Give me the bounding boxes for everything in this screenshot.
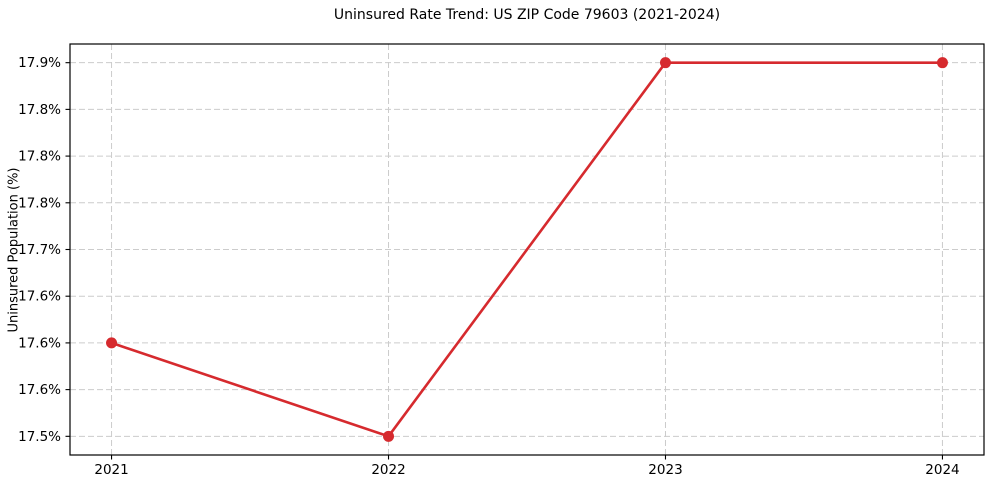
y-tick-label: 17.6% xyxy=(18,335,61,351)
y-tick-label: 17.7% xyxy=(18,242,61,258)
y-tick-label: 17.8% xyxy=(18,195,61,211)
x-tick-label: 2024 xyxy=(925,462,959,478)
y-tick-label: 17.8% xyxy=(18,102,61,118)
data-point-marker xyxy=(936,57,948,69)
y-tick-label: 17.6% xyxy=(18,289,61,305)
chart-title: Uninsured Rate Trend: US ZIP Code 79603 … xyxy=(333,7,721,23)
y-tick-label: 17.9% xyxy=(18,55,61,71)
y-tick-label: 17.6% xyxy=(18,382,61,398)
x-tick-label: 2023 xyxy=(648,462,682,478)
data-point-marker xyxy=(383,430,395,442)
x-tick-label: 2021 xyxy=(94,462,128,478)
trend-line xyxy=(110,61,944,438)
y-tick-label: 17.5% xyxy=(18,429,61,445)
x-tick-label: 2022 xyxy=(371,462,405,478)
y-tick-label: 17.8% xyxy=(18,149,61,165)
data-point-marker xyxy=(106,337,118,349)
data-point-marker xyxy=(659,57,671,69)
